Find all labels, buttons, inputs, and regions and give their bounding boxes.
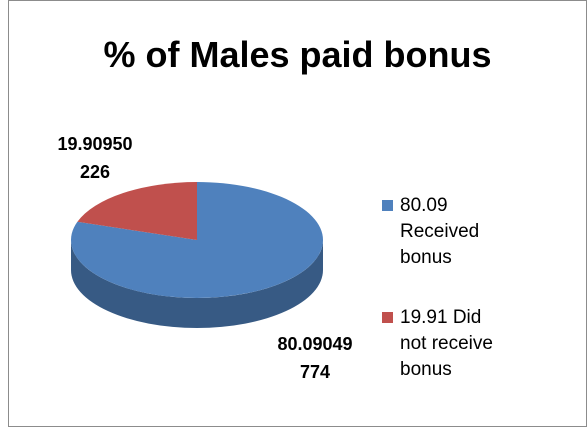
data-label: 80.09049774: [277, 334, 353, 382]
legend-label: 19.91 Did not receive bonus: [400, 307, 493, 380]
legend-label: 80.09 Received bonus: [400, 195, 480, 268]
legend-swatch: [382, 312, 393, 323]
chart-title: % of Males paid bonus: [103, 34, 492, 75]
data-label: 19.90950226: [57, 134, 133, 182]
pie-slice: [77, 182, 197, 240]
legend-swatch: [382, 200, 393, 211]
pie-slice-side: [71, 240, 323, 328]
pie-slice: [71, 182, 324, 298]
